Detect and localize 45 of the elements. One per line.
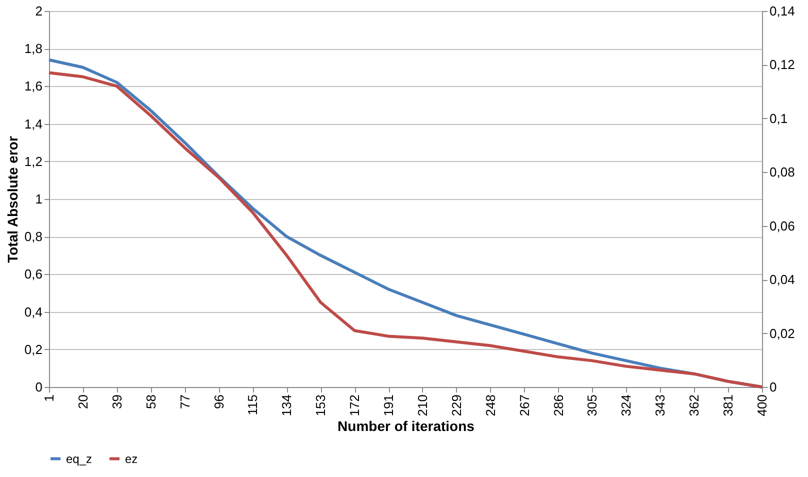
legend-label: ez	[125, 452, 138, 466]
y-tick-label: 1,4	[24, 116, 42, 132]
y-tick-label: 0,4	[24, 304, 42, 320]
x-tick-label: 305	[584, 394, 600, 416]
x-tick-label: 343	[652, 394, 668, 416]
x-tick-label: 400	[754, 394, 770, 416]
x-tick-label: 39	[109, 394, 124, 409]
x-tick-label: 77	[177, 394, 192, 409]
y2-tick-label: 0,02	[770, 326, 795, 341]
x-tick-label: 96	[211, 394, 226, 409]
y2-tick-label: 0,06	[770, 218, 795, 234]
x-tick-label: 286	[550, 394, 566, 416]
y-tick-label: 1,8	[24, 41, 42, 56]
legend-label: eq_z	[66, 452, 92, 466]
x-tick-label: 172	[347, 394, 362, 416]
y2-tick-label: 0,08	[770, 164, 795, 180]
x-tick-label: 115	[245, 394, 260, 416]
x-tick-label: 362	[686, 394, 702, 416]
y2-tick-label: 0,14	[770, 4, 795, 18]
x-tick-label: 1	[42, 394, 56, 402]
x-tick-label: 134	[279, 394, 294, 416]
y2-tick-label: 0,12	[770, 57, 795, 72]
y-axis-title: Total Absolute eror	[4, 136, 20, 263]
x-tick-label: 229	[448, 394, 464, 416]
y-tick-label: 0,6	[24, 266, 42, 282]
x-tick-label: 210	[414, 394, 430, 416]
y-tick-label: 1,6	[24, 78, 42, 94]
y-tick-label: 1	[35, 192, 42, 206]
x-tick-label: 20	[75, 394, 90, 409]
y-tick-label: 1,2	[24, 154, 42, 169]
y-tick-label: 2	[35, 4, 42, 18]
y-tick-label: 0,8	[24, 229, 42, 244]
y-tick-label: 0,2	[24, 342, 42, 357]
y2-tick-label: 0	[770, 380, 777, 394]
x-tick-label: 58	[143, 394, 158, 409]
y-tick-label: 0	[35, 380, 42, 394]
x-tick-label: 381	[720, 394, 736, 416]
x-axis-title: Number of iterations	[338, 418, 475, 434]
x-tick-label: 324	[618, 394, 634, 416]
x-tick-label: 267	[516, 394, 532, 416]
x-tick-label: 191	[381, 394, 396, 416]
y2-tick-label: 0,1	[770, 110, 788, 126]
y2-tick-label: 0,04	[770, 272, 795, 288]
x-tick-label: 248	[482, 394, 498, 416]
x-tick-label: 153	[313, 394, 328, 416]
